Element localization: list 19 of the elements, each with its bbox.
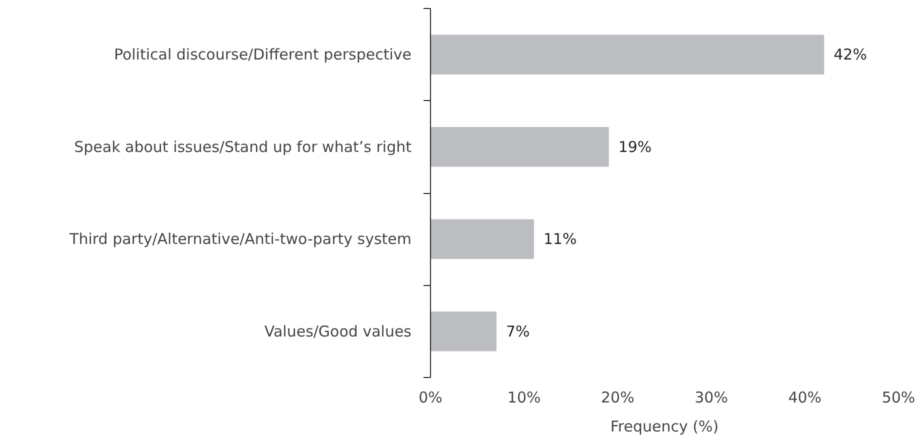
data-label: 11% (543, 230, 577, 248)
x-tick-label: 40% (788, 388, 822, 406)
x-tick-label: 50% (882, 388, 916, 406)
x-tick-label: 0% (418, 388, 442, 406)
bar (430, 219, 534, 259)
data-label: 7% (506, 322, 530, 340)
y-tick-label: Speak about issues/Stand up for what’s right (74, 138, 412, 156)
x-tick-label: 10% (507, 388, 541, 406)
y-tick-label: Values/Good values (264, 322, 412, 340)
bar (430, 127, 609, 167)
x-tick-label: 20% (601, 388, 634, 406)
y-tick-label: Third party/Alternative/Anti-two-party system (68, 230, 412, 248)
y-tick-label: Political discourse/Different perspective (114, 46, 412, 64)
bar (430, 312, 497, 352)
bar (430, 34, 824, 74)
x-tick-label: 30% (694, 388, 728, 406)
data-label: 42% (834, 46, 867, 64)
x-axis-title: Frequency (%) (610, 418, 719, 436)
data-label: 19% (618, 138, 652, 156)
